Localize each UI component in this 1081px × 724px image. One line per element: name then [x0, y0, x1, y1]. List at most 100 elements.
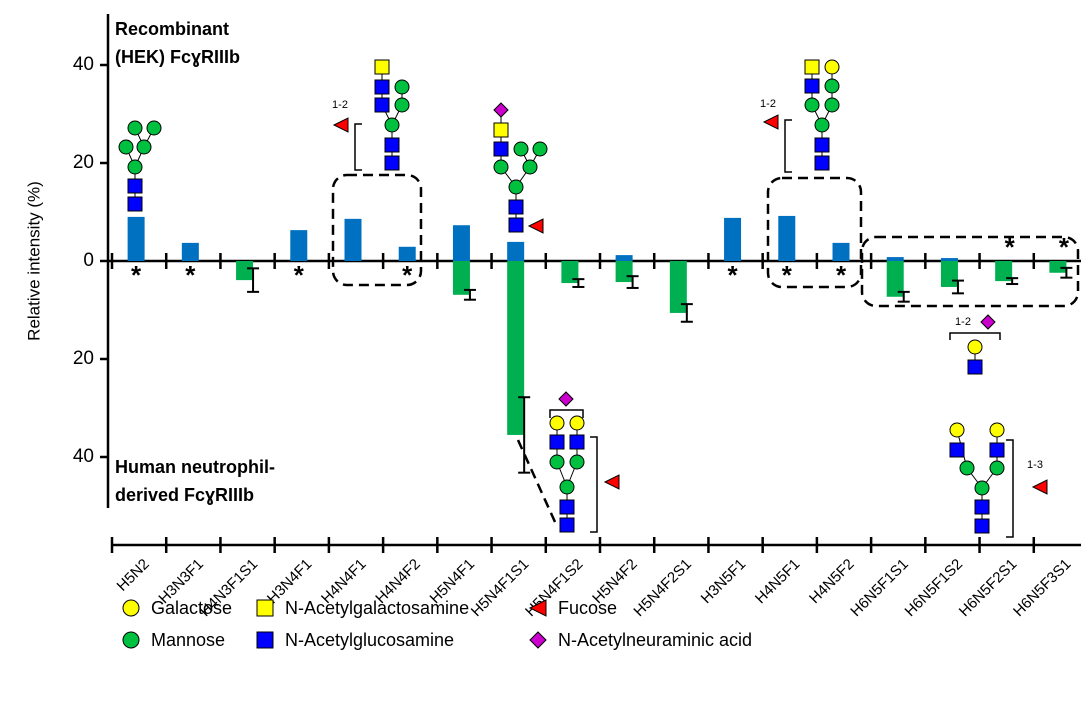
bar	[886, 261, 904, 297]
glycan-symbol	[974, 518, 990, 534]
glycan-symbol	[522, 159, 538, 175]
linkage-label: 1-2	[332, 99, 348, 111]
glycan-symbol	[136, 139, 152, 155]
bar	[1049, 261, 1067, 273]
glycan-symbol	[558, 391, 574, 407]
bar	[344, 218, 362, 261]
glycan-symbol	[804, 59, 820, 75]
bar	[886, 257, 904, 261]
highlight-box	[331, 173, 423, 287]
bar	[995, 261, 1013, 282]
glycan-symbol	[959, 460, 975, 476]
bar	[669, 261, 687, 313]
bar	[181, 242, 199, 261]
y-tick-label: 0	[83, 250, 94, 271]
glycan-symbol	[127, 178, 143, 194]
error-bar	[518, 396, 531, 474]
glycan-symbol	[974, 480, 990, 496]
bar	[290, 230, 308, 261]
bar	[452, 261, 470, 295]
significance-marker: *	[836, 260, 847, 290]
glycan-symbol	[513, 141, 529, 157]
glycan-symbol	[374, 59, 390, 75]
glycan-symbol	[989, 442, 1005, 458]
x-tick-label: H5N4F1S1	[468, 556, 532, 620]
glycan-symbol	[559, 517, 575, 533]
bar	[507, 261, 525, 435]
bar	[398, 246, 416, 261]
y-tick-label: 20	[73, 152, 94, 173]
x-tick-label: H6N5F1S1	[847, 556, 911, 620]
y-tick-label: 40	[73, 446, 94, 467]
glycan-symbol	[394, 97, 410, 113]
significance-marker: *	[782, 260, 793, 290]
bracket	[549, 409, 584, 418]
glycan-symbol	[814, 155, 830, 171]
bar	[236, 261, 254, 281]
x-tick-label: H4N5F2	[806, 556, 858, 608]
glycan-symbol	[824, 97, 840, 113]
significance-marker: *	[1005, 232, 1016, 262]
glycan-symbol	[256, 631, 274, 649]
glycan-symbol	[814, 117, 830, 133]
glycan-symbol	[967, 359, 983, 375]
glycan-symbol	[127, 159, 143, 175]
error-bar	[463, 288, 476, 301]
highlight-box	[860, 235, 1080, 308]
glycan-symbol	[980, 314, 996, 330]
glycan-symbol	[127, 196, 143, 212]
series-label: Human neutrophil-	[115, 457, 275, 477]
glycan-symbol	[989, 460, 1005, 476]
bracket	[784, 119, 792, 173]
glycan-symbol	[804, 97, 820, 113]
significance-marker: *	[185, 260, 196, 290]
glycan-symbol	[394, 79, 410, 95]
legend-label: Fucose	[558, 598, 617, 618]
error-bar	[951, 279, 964, 295]
glycan-symbol	[569, 415, 585, 431]
error-bar	[626, 275, 639, 289]
glycan-symbol	[493, 102, 509, 118]
glycan-symbol	[118, 139, 134, 155]
series-label: (HEK) Fcɣ​RIIIb	[115, 47, 240, 67]
y-tick-label: 20	[73, 348, 94, 369]
series-label: derived Fcɣ​RIIIb	[115, 485, 254, 505]
glycan-symbol	[374, 97, 390, 113]
glycan-symbol	[374, 79, 390, 95]
glycan-symbol	[603, 474, 620, 490]
bar	[615, 261, 633, 283]
significance-marker: *	[131, 260, 142, 290]
x-tick-label: H6N5F3S1	[1010, 556, 1074, 620]
glycan-symbol	[549, 454, 565, 470]
x-tick-label: H4N5F1	[752, 556, 804, 608]
x-tick-label: H6N5F1S2	[902, 556, 966, 620]
glycan-symbol	[549, 415, 565, 431]
glycan-symbol	[549, 434, 565, 450]
glycan-symbol	[384, 137, 400, 153]
glycan-symbol	[949, 422, 965, 438]
glycan-symbol	[508, 179, 524, 195]
bracket	[1006, 439, 1014, 538]
linkage-label: 1-2	[955, 316, 971, 328]
glycan-symbol	[559, 479, 575, 495]
error-bar	[680, 303, 693, 323]
glycan-symbol	[559, 499, 575, 515]
error-bar	[572, 278, 585, 288]
bar	[940, 258, 958, 261]
glycan-symbol	[569, 434, 585, 450]
glycan-symbol	[532, 141, 548, 157]
glycan-symbol	[384, 155, 400, 171]
glycan-symbol	[256, 599, 274, 617]
error-bar	[897, 290, 910, 303]
bracket	[590, 436, 598, 533]
y-tick-label: 40	[73, 54, 94, 75]
glycan-symbol	[824, 59, 840, 75]
legend-label: N-Acetylglucosamine	[285, 630, 454, 650]
glycan-symbol	[824, 78, 840, 94]
bar	[832, 242, 850, 261]
legend-label: N-Acetylneuraminic acid	[558, 630, 752, 650]
glycan-symbol	[528, 599, 547, 617]
glycan-symbol	[974, 499, 990, 515]
bracket	[949, 332, 1001, 340]
